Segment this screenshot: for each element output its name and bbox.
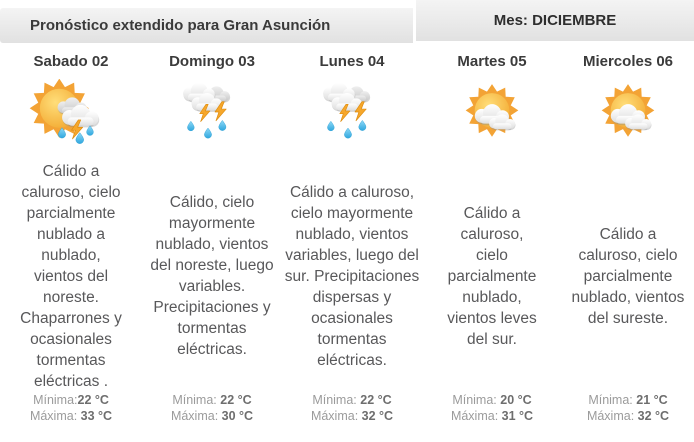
min-temp-value: 22 °C (360, 393, 392, 407)
min-temp-label: Mínima: (312, 393, 361, 407)
min-temp-label: Mínima: (588, 393, 637, 407)
day-column-domingo: Domingo 03 Cálido, cielo mayormente nubl… (142, 48, 282, 442)
min-temp-label: Mínima: (172, 393, 221, 407)
day-column-sabado: Sabado 02 Cálido a caluroso, cielo parci… (0, 48, 142, 442)
day-column-lunes: Lunes 04 Cálido a caluroso, cielo mayorm… (282, 48, 422, 442)
max-temp-value: 32 °C (361, 409, 394, 423)
forecast-description: Cálido a caluroso, cielo parcialmente nu… (571, 225, 685, 327)
forecast-description: Cálido a caluroso, cielo parcialmente nu… (447, 204, 537, 348)
temperature-block: Mínima: 20 °C Máxima: 31 °C (451, 392, 533, 442)
day-column-martes: Martes 05 Cálido a caluroso, cielo parci… (422, 48, 562, 442)
max-temp-value: 33 °C (80, 409, 113, 423)
max-temp-value: 31 °C (501, 409, 534, 423)
temperature-block: Mínima: 22 °C Máxima: 30 °C (171, 392, 253, 442)
header-title-bar: Pronóstico extendido para Gran Asunción (0, 8, 413, 43)
day-column-miercoles: Miercoles 06 Cálido a caluroso, cielo pa… (562, 48, 694, 442)
day-name: Miercoles 06 (582, 52, 674, 70)
max-temp-value: 32 °C (637, 409, 670, 423)
forecast-description: Cálido, cielo mayormente nublado, viento… (150, 194, 274, 358)
min-temp-value: 21 °C (636, 393, 668, 407)
max-temp-label: Máxima: (29, 409, 81, 423)
min-temp-value: 22 °C (220, 393, 252, 407)
rain-storm-icon (319, 74, 385, 160)
min-temp-value: 20 °C (500, 393, 532, 407)
header-month-bar: Mes: DICIEMBRE (416, 0, 694, 41)
month-label: Mes: DICIEMBRE (493, 12, 617, 29)
min-temp-value: 22 °C (77, 393, 109, 407)
day-name: Domingo 03 (169, 52, 255, 70)
day-name: Lunes 04 (319, 52, 385, 70)
min-temp-label: Mínima: (33, 393, 78, 407)
min-temp-label: Mínima: (452, 393, 501, 407)
page-title: Pronóstico extendido para Gran Asunción (30, 17, 331, 34)
forecast-description: Cálido a caluroso, cielo parcialmente nu… (20, 162, 122, 390)
temperature-block: Mínima:22 °C Máxima: 33 °C (30, 392, 112, 442)
sun-clouds-icon (590, 74, 666, 160)
sun-rain-storm-icon (26, 74, 116, 160)
rain-storm-icon (179, 74, 245, 160)
max-temp-value: 30 °C (221, 409, 254, 423)
temperature-block: Mínima: 21 °C Máxima: 32 °C (587, 392, 669, 442)
forecast-description: Cálido a caluroso, cielo mayormente nubl… (284, 183, 420, 369)
max-temp-label: Máxima: (450, 409, 502, 423)
forecast-columns: Sabado 02 Cálido a caluroso, cielo parci… (0, 44, 694, 442)
max-temp-label: Máxima: (586, 409, 638, 423)
header-bar: Pronóstico extendido para Gran Asunción … (0, 0, 694, 44)
temperature-block: Mínima: 22 °C Máxima: 32 °C (311, 392, 393, 442)
max-temp-label: Máxima: (170, 409, 222, 423)
max-temp-label: Máxima: (310, 409, 362, 423)
sun-clouds-icon (454, 74, 530, 160)
day-name: Martes 05 (457, 52, 527, 70)
day-name: Sabado 02 (33, 52, 109, 70)
